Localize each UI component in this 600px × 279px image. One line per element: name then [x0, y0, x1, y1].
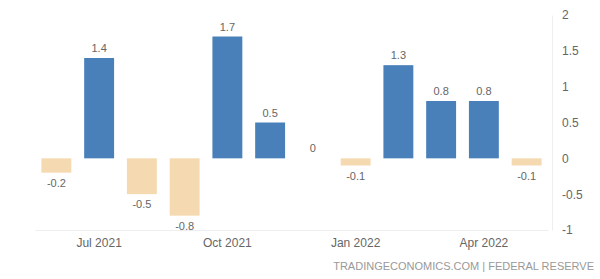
- data-label: 0.8: [476, 85, 491, 97]
- data-label: -0.8: [175, 220, 194, 232]
- y-axis: -1 -0.5 0 0.5 1 1.5 2: [552, 8, 583, 237]
- bar: [41, 158, 71, 172]
- y-tick: -0.5: [552, 188, 583, 202]
- y-tick-label: -0.5: [562, 188, 583, 202]
- bar: [127, 158, 157, 194]
- bar: [383, 65, 413, 158]
- data-label: 0.5: [262, 107, 277, 119]
- y-tick: 0.5: [552, 116, 579, 130]
- bar: [512, 158, 542, 165]
- data-label: 1.7: [220, 21, 235, 33]
- y-tick-label: 0.5: [562, 116, 579, 130]
- data-label: -0.5: [132, 198, 151, 210]
- bar: [341, 158, 371, 165]
- data-label: -0.1: [517, 170, 536, 182]
- source: TRADINGECONOMICS.COM | FEDERAL RESERVE: [333, 260, 594, 272]
- bar: [298, 158, 328, 159]
- bar: [84, 58, 114, 158]
- x-tick-label: Jul 2021: [76, 236, 122, 250]
- data-labels: -0.2 1.4 -0.5 -0.8 1.7 0.5 0 -0.1 1.3 0.8 0.8 -0.1: [47, 21, 536, 232]
- data-label: -0.1: [346, 170, 365, 182]
- bar: [170, 158, 200, 215]
- data-label: 1.4: [91, 42, 106, 54]
- data-label: 0.8: [433, 85, 448, 97]
- x-tick: Apr 2022: [460, 230, 509, 250]
- y-tick: -1: [552, 223, 573, 237]
- bar: [255, 123, 285, 159]
- y-tick-label: 2: [562, 8, 569, 22]
- x-tick-label: Apr 2022: [460, 236, 509, 250]
- y-tick-label: 1.5: [562, 44, 579, 58]
- y-tick: 2: [552, 8, 569, 22]
- y-tick-label: -1: [562, 223, 573, 237]
- x-tick: Oct 2021: [203, 230, 252, 250]
- bars: [41, 37, 541, 216]
- x-tick-label: Oct 2021: [203, 236, 252, 250]
- y-tick: 1.5: [552, 44, 579, 58]
- data-label: -0.2: [47, 177, 66, 189]
- data-label: 1.3: [391, 49, 406, 61]
- x-tick-label: Jan 2022: [331, 236, 381, 250]
- y-axis-line: [552, 16, 553, 231]
- chart: -0.21.4-0.5-0.81.70.50-0.11.30.80.8-0.1-…: [0, 0, 600, 279]
- x-tick: Jan 2022: [331, 230, 381, 250]
- y-tick-label: 0: [562, 152, 569, 166]
- bar: [212, 37, 242, 159]
- bar: [426, 101, 456, 158]
- bar: [469, 101, 499, 158]
- x-axis-line: [36, 230, 549, 231]
- y-tick: 1: [552, 80, 569, 94]
- x-axis: Jul 2021 Oct 2021 Jan 2022 Apr 2022: [36, 230, 549, 250]
- data-label: 0: [310, 142, 316, 154]
- y-tick: 0: [552, 152, 569, 166]
- x-tick: Jul 2021: [76, 230, 122, 250]
- y-tick-label: 1: [562, 80, 569, 94]
